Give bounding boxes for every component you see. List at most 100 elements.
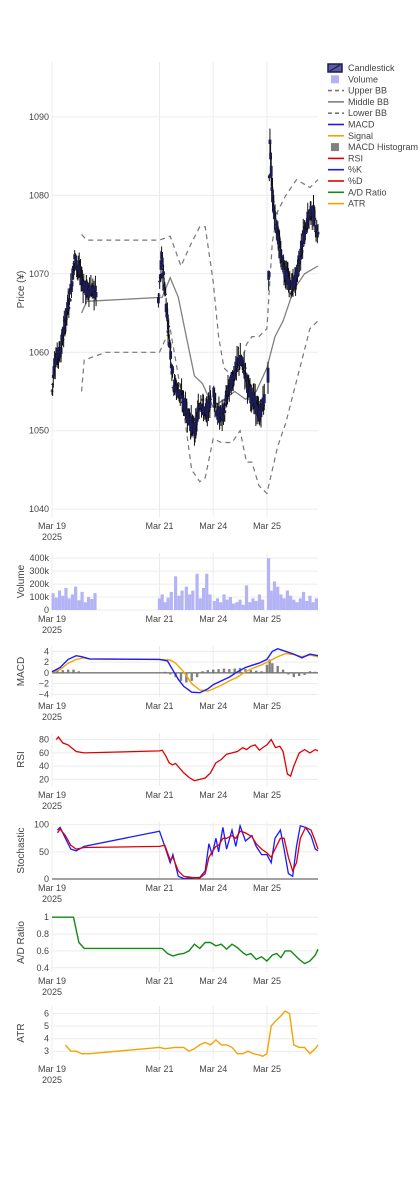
y-tick-label: 40	[39, 761, 49, 771]
y-tick-label: 80	[39, 735, 49, 745]
x-tick-label: Mar 21	[145, 614, 173, 624]
volume-bar	[163, 602, 167, 610]
x-tick-label: Mar 25	[253, 521, 281, 531]
volume-bar	[177, 595, 181, 610]
macd-histogram-bar	[233, 668, 236, 673]
candle-body	[266, 367, 270, 383]
candle-body	[74, 255, 78, 270]
candle-body	[311, 205, 315, 207]
x-tick-label: Mar 25	[253, 614, 281, 624]
y-tick-label: 6	[44, 1009, 49, 1019]
legend-item[interactable]: MACD	[328, 120, 375, 130]
volume-bar	[282, 598, 286, 610]
legend-item[interactable]: Signal	[328, 131, 373, 141]
candle-body	[184, 401, 188, 414]
legend-item[interactable]: Candlestick	[327, 63, 395, 73]
candle-body	[296, 272, 300, 276]
candle-body	[289, 292, 293, 295]
candle-body	[222, 415, 225, 421]
macd-histogram-bar	[292, 672, 296, 678]
k-line	[56, 823, 319, 880]
x-tick-label: Mar 25	[253, 790, 281, 800]
y-tick-label: 1060	[29, 347, 49, 357]
volume-bar	[83, 602, 87, 610]
candle-body	[231, 376, 234, 383]
d-line	[56, 826, 319, 879]
volume-bar	[198, 598, 202, 610]
macd-histogram-bar	[185, 672, 188, 683]
candle-body	[275, 221, 279, 234]
macd-histogram-bar	[212, 669, 215, 673]
macd-histogram-bar	[217, 669, 220, 673]
y-tick-label: 1090	[29, 112, 49, 122]
legend-item[interactable]: RSI	[328, 153, 363, 163]
atr-line	[64, 1010, 319, 1057]
volume-bar	[251, 598, 255, 610]
candle-body	[221, 407, 225, 412]
legend-item[interactable]: Upper BB	[328, 86, 387, 96]
legend-item[interactable]: Volume	[331, 74, 378, 84]
macd-histogram-bar	[308, 671, 312, 673]
x-tick-label: Mar 21	[145, 1064, 173, 1074]
volume-bar	[86, 597, 91, 610]
candle-body	[164, 293, 167, 295]
candle-body	[162, 271, 165, 275]
candle-body	[164, 303, 168, 313]
candle-body	[86, 282, 90, 289]
legend-item[interactable]: Middle BB	[328, 97, 389, 107]
legend-item[interactable]: Lower BB	[328, 108, 387, 118]
candle-body	[175, 385, 178, 390]
candle-body	[303, 222, 307, 225]
candle-body	[180, 390, 183, 394]
candle-body	[70, 284, 73, 292]
candle-body	[173, 379, 176, 389]
y-tick-label: 50	[39, 847, 49, 857]
candle-body	[59, 347, 63, 355]
volume-bar	[80, 591, 84, 610]
candle-body	[92, 288, 96, 299]
candle-body	[218, 416, 221, 422]
x-tick-label: Mar 21	[145, 701, 173, 711]
volume-bar	[54, 597, 58, 610]
legend-item[interactable]: MACD Histogram	[331, 142, 418, 152]
candle-body	[230, 373, 234, 377]
volume-bar	[157, 598, 162, 610]
candle-body	[309, 205, 313, 217]
candle-body	[214, 402, 218, 404]
volume-bar	[292, 599, 296, 610]
candle-body	[257, 408, 260, 410]
macd-histogram-bar	[61, 670, 64, 673]
candle-body	[91, 283, 95, 285]
candle-body	[68, 290, 71, 295]
candle-body	[267, 270, 271, 280]
legend-label: Volume	[348, 74, 378, 84]
y-axis-title: Price (¥)	[16, 271, 27, 309]
volume-bar	[225, 599, 229, 610]
candle-body	[80, 276, 84, 282]
middle-bb-line	[81, 265, 319, 409]
candle-body	[269, 152, 272, 160]
candle-body	[200, 404, 204, 408]
y-tick-label: 1080	[29, 190, 49, 200]
candle-body	[273, 211, 276, 220]
candle-body	[206, 399, 210, 401]
x-tick-label: Mar 25	[253, 883, 281, 893]
x-tick-label: Mar 19	[38, 521, 66, 531]
y-tick-label: 0	[44, 605, 49, 615]
macd-histogram-bar	[77, 671, 81, 673]
x-tick-year: 2025	[42, 894, 62, 904]
candle-body	[50, 390, 54, 392]
legend-item[interactable]: A/D Ratio	[328, 187, 387, 197]
legend-item[interactable]: ATR	[328, 199, 366, 209]
legend-item[interactable]: %D	[328, 176, 363, 186]
candle-body	[52, 366, 56, 377]
macd-histogram-bar	[268, 659, 271, 673]
legend-item[interactable]: %K	[328, 165, 362, 175]
candle-body	[205, 401, 209, 419]
volume-bar	[235, 602, 239, 610]
